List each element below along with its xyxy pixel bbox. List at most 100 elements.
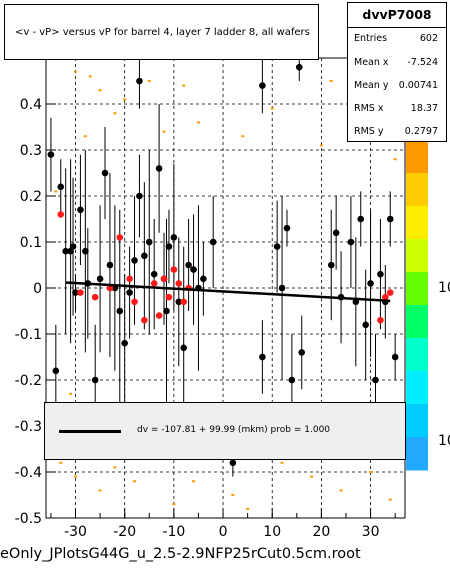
- density-cell: [369, 471, 373, 473]
- fit-line: [65, 281, 391, 303]
- data-point: [145, 238, 153, 246]
- density-cell: [88, 75, 92, 78]
- stats-row-mean-x: Mean x -7.524: [354, 55, 438, 71]
- data-point-red: [131, 298, 138, 306]
- stats-value: 602: [419, 33, 438, 44]
- x-tick-label: -30: [64, 524, 87, 540]
- data-point: [229, 459, 237, 467]
- data-point-red: [150, 280, 158, 287]
- density-cell: [196, 121, 200, 124]
- data-point-red: [126, 275, 133, 283]
- density-cell: [182, 84, 186, 87]
- data-point: [57, 183, 65, 191]
- colorbar-segment: [406, 239, 428, 273]
- data-point-red: [106, 284, 114, 292]
- density-cell: [162, 130, 166, 133]
- data-point: [155, 165, 163, 172]
- data-point: [357, 215, 365, 223]
- data-point-red: [180, 298, 187, 306]
- data-point: [175, 298, 183, 306]
- stats-key: Entries: [354, 33, 388, 44]
- data-point-red: [160, 275, 168, 283]
- data-point: [165, 243, 173, 250]
- data-point: [185, 261, 192, 269]
- data-point: [150, 270, 158, 278]
- density-cell: [310, 475, 314, 478]
- y-tick-label: 0.1: [20, 235, 42, 251]
- density-cell: [59, 461, 63, 464]
- x-tick-label: -20: [113, 524, 136, 540]
- density-cell: [172, 503, 176, 506]
- data-point: [377, 270, 384, 278]
- data-point-red: [116, 234, 124, 241]
- density-cell: [246, 507, 250, 510]
- x-tick-label: 0: [219, 524, 228, 540]
- density-cell: [241, 135, 245, 138]
- colorbar-segment: [406, 437, 428, 471]
- colorbar-segment: [406, 173, 428, 207]
- data-point: [170, 234, 178, 241]
- data-point-red: [141, 316, 148, 324]
- stats-value: 18.37: [410, 103, 438, 114]
- x-tick-label: 20: [312, 524, 330, 540]
- colorbar-segment: [406, 206, 428, 240]
- data-point: [200, 275, 207, 283]
- stats-key: Mean y: [354, 80, 389, 91]
- density-cell: [147, 80, 151, 82]
- fit-legend-label: dv = -107.81 + 99.99 (mkm) prob = 1.000: [137, 425, 331, 435]
- density-cell: [69, 392, 73, 395]
- y-tick-label: -0.3: [15, 419, 42, 435]
- colorbar-segment: [406, 305, 428, 339]
- data-point-red: [165, 293, 173, 301]
- stats-key: Mean x: [354, 57, 389, 68]
- colorbar-segment: [406, 371, 428, 405]
- data-point: [362, 321, 369, 329]
- density-cell: [98, 489, 102, 492]
- data-point: [278, 284, 286, 292]
- density-cell: [133, 480, 137, 483]
- stats-key: RMS y: [354, 126, 384, 137]
- density-cell: [74, 475, 78, 478]
- x-tick-label: -10: [162, 524, 185, 540]
- data-point: [298, 349, 306, 356]
- data-point-red: [91, 293, 99, 301]
- data-point: [116, 307, 124, 315]
- data-point: [347, 238, 355, 246]
- data-point-red: [386, 289, 394, 296]
- chart-title: <v - vP> versus vP for barrel 4, layer 7…: [15, 27, 310, 38]
- density-cell: [123, 98, 127, 101]
- data-point: [391, 353, 399, 361]
- data-point: [96, 275, 104, 283]
- data-point: [332, 229, 340, 237]
- fit-legend-line: [59, 430, 121, 433]
- stats-row-entries: Entries 602: [354, 31, 438, 47]
- stats-row-rms-x: RMS x 18.37: [354, 101, 438, 117]
- data-point: [372, 376, 379, 384]
- data-point-red: [175, 280, 183, 287]
- density-cell: [113, 112, 117, 115]
- data-point-red: [382, 293, 389, 301]
- colorbar-segment: [406, 272, 428, 306]
- colorbar-label: 10: [438, 433, 450, 449]
- data-point: [327, 261, 335, 269]
- data-point-red: [170, 266, 178, 273]
- data-point: [367, 280, 374, 287]
- data-point-red: [77, 289, 84, 296]
- stats-value: -7.524: [407, 57, 438, 68]
- y-tick-label: 0.4: [20, 97, 42, 113]
- data-point: [52, 367, 60, 375]
- data-point: [126, 289, 133, 296]
- y-tick-label: 0.2: [20, 189, 42, 205]
- data-point: [295, 63, 303, 71]
- data-point: [47, 151, 55, 158]
- fit-legend-box: dv = -107.81 + 99.99 (mkm) prob = 1.000: [44, 402, 406, 460]
- stats-row-rms-y: RMS y 0.2797: [354, 124, 438, 140]
- data-point-red: [57, 211, 65, 218]
- colorbar-label: 10: [438, 280, 450, 296]
- data-point: [72, 289, 79, 296]
- data-point: [91, 376, 99, 384]
- data-point: [136, 192, 143, 200]
- density-cell: [388, 498, 392, 501]
- data-point: [190, 266, 197, 273]
- y-tick-label: -0.5: [15, 511, 42, 527]
